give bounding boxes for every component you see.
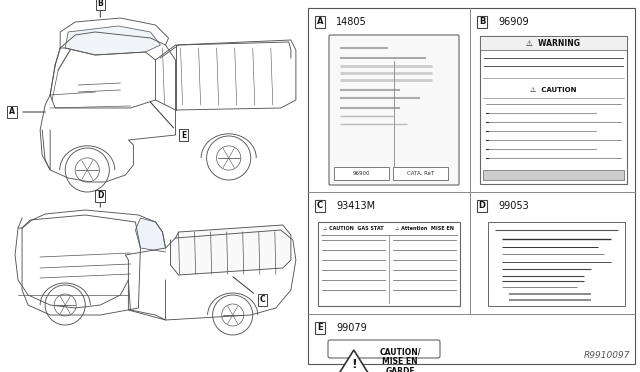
Text: E: E xyxy=(317,324,323,333)
Text: ⚠ Attention  MISE EN: ⚠ Attention MISE EN xyxy=(395,226,454,231)
Text: CATA. RéT: CATA. RéT xyxy=(407,171,434,176)
Text: A: A xyxy=(9,108,15,116)
Text: 14805: 14805 xyxy=(336,17,367,27)
Text: B: B xyxy=(97,0,103,9)
Bar xyxy=(488,222,625,306)
Text: E: E xyxy=(181,131,186,140)
Text: B: B xyxy=(479,17,485,26)
Bar xyxy=(334,167,389,180)
Bar xyxy=(393,167,448,180)
Text: ⚠ CAUTION  GAS STAT: ⚠ CAUTION GAS STAT xyxy=(323,226,384,231)
Text: CAUTION/: CAUTION/ xyxy=(380,347,421,356)
Text: 96900: 96900 xyxy=(353,171,371,176)
Bar xyxy=(483,170,624,180)
Text: C: C xyxy=(260,295,266,305)
Polygon shape xyxy=(170,225,291,275)
Text: D: D xyxy=(97,192,104,201)
Text: 93413M: 93413M xyxy=(336,201,375,211)
Text: 99079: 99079 xyxy=(336,323,367,333)
Text: ⚠  WARNING: ⚠ WARNING xyxy=(527,38,580,48)
Polygon shape xyxy=(334,350,374,372)
Polygon shape xyxy=(136,218,166,252)
Text: ⚠  CAUTION: ⚠ CAUTION xyxy=(531,87,577,93)
Text: R9910097: R9910097 xyxy=(584,351,630,360)
Text: GARDE: GARDE xyxy=(385,368,415,372)
Bar xyxy=(480,36,627,184)
Text: D: D xyxy=(479,202,486,211)
Polygon shape xyxy=(65,26,161,55)
Bar xyxy=(480,36,627,50)
Bar xyxy=(308,8,635,364)
Text: 99053: 99053 xyxy=(498,201,529,211)
Text: A: A xyxy=(317,17,323,26)
Text: 96909: 96909 xyxy=(498,17,529,27)
FancyBboxPatch shape xyxy=(329,35,459,185)
Bar xyxy=(318,222,460,306)
Text: MISE EN: MISE EN xyxy=(382,357,418,366)
FancyBboxPatch shape xyxy=(328,340,440,358)
Text: !: ! xyxy=(351,357,356,371)
Text: C: C xyxy=(317,202,323,211)
